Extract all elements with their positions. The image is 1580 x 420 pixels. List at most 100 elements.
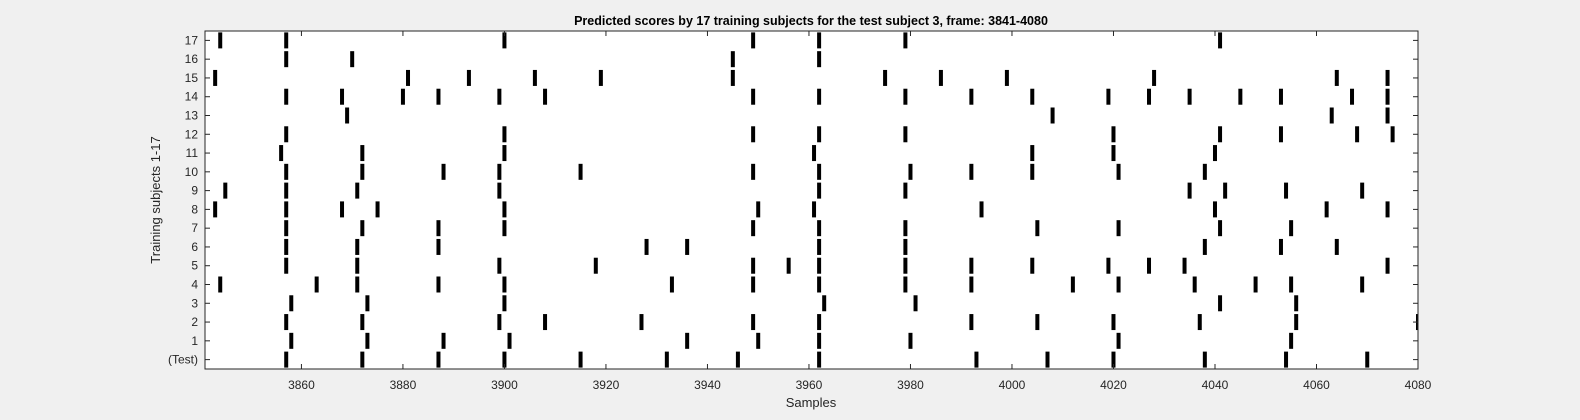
event-mark: [903, 182, 908, 199]
event-mark: [685, 238, 690, 255]
x-tick-label: 3920: [593, 378, 620, 392]
event-mark: [969, 257, 974, 274]
event-mark: [497, 257, 502, 274]
event-mark: [355, 257, 360, 274]
event-mark: [751, 257, 756, 274]
event-mark: [355, 238, 360, 255]
event-mark: [812, 201, 817, 218]
x-tick-label: 3900: [491, 378, 518, 392]
event-mark: [1218, 126, 1223, 143]
event-mark: [903, 32, 908, 49]
x-tick-label: 4060: [1303, 378, 1330, 392]
event-mark: [1360, 276, 1365, 293]
event-mark: [578, 351, 583, 368]
event-mark: [436, 276, 441, 293]
event-mark: [817, 88, 822, 105]
event-mark: [817, 126, 822, 143]
event-mark: [903, 276, 908, 293]
event-mark: [1106, 257, 1111, 274]
event-mark: [218, 32, 223, 49]
event-mark: [903, 88, 908, 105]
plot-frame: [204, 30, 1419, 370]
event-mark: [1329, 107, 1334, 124]
event-mark: [751, 276, 756, 293]
event-mark: [1278, 88, 1283, 105]
event-mark: [1212, 145, 1217, 162]
event-mark: [817, 257, 822, 274]
x-tick-label: 4000: [999, 378, 1026, 392]
event-mark: [1385, 107, 1390, 124]
event-mark: [1035, 220, 1040, 237]
event-mark: [284, 257, 289, 274]
event-mark: [979, 201, 984, 218]
event-mark: [1294, 295, 1299, 312]
event-mark: [284, 51, 289, 68]
event-mark: [817, 51, 822, 68]
y-tick-label: 8: [191, 202, 198, 216]
event-mark: [284, 220, 289, 237]
event-mark: [1035, 314, 1040, 331]
event-mark: [593, 257, 598, 274]
event-mark: [1187, 182, 1192, 199]
event-mark: [1294, 314, 1299, 331]
event-marks: [213, 32, 1418, 368]
event-mark: [340, 201, 345, 218]
event-mark: [730, 69, 735, 86]
event-mark: [360, 314, 365, 331]
event-mark: [1116, 163, 1121, 180]
event-mark: [360, 351, 365, 368]
x-tick-label: 4040: [1202, 378, 1229, 392]
event-mark: [284, 201, 289, 218]
event-mark: [1278, 238, 1283, 255]
event-mark: [1385, 69, 1390, 86]
event-mark: [284, 126, 289, 143]
event-mark: [502, 126, 507, 143]
event-mark: [289, 295, 294, 312]
y-tick-label: 5: [191, 259, 198, 273]
event-mark: [822, 295, 827, 312]
event-mark: [360, 163, 365, 180]
event-mark: [1202, 238, 1207, 255]
event-mark: [1385, 257, 1390, 274]
event-mark: [908, 163, 913, 180]
event-mark: [436, 88, 441, 105]
event-mark: [1004, 69, 1009, 86]
event-mark: [751, 126, 756, 143]
event-mark: [284, 351, 289, 368]
event-mark: [1197, 314, 1202, 331]
event-mark: [1218, 220, 1223, 237]
event-mark: [1111, 314, 1116, 331]
event-mark: [1334, 69, 1339, 86]
event-mark: [1147, 88, 1152, 105]
x-tick-label: 3960: [796, 378, 823, 392]
event-mark: [543, 88, 548, 105]
event-mark: [1212, 201, 1217, 218]
event-mark: [314, 276, 319, 293]
event-mark: [436, 220, 441, 237]
x-tick-label: 3860: [288, 378, 315, 392]
event-mark: [284, 32, 289, 49]
event-mark: [1106, 88, 1111, 105]
event-mark: [497, 182, 502, 199]
event-mark: [1223, 182, 1228, 199]
event-mark: [669, 276, 674, 293]
x-axis-label: Samples: [786, 395, 837, 410]
event-mark: [1390, 126, 1395, 143]
event-mark: [1116, 276, 1121, 293]
event-mark: [969, 276, 974, 293]
event-mark: [903, 257, 908, 274]
event-mark: [883, 69, 888, 86]
x-tick-label: 3940: [694, 378, 721, 392]
event-mark: [1202, 163, 1207, 180]
event-mark: [289, 332, 294, 349]
event-mark: [284, 182, 289, 199]
event-mark: [1360, 182, 1365, 199]
event-mark: [1187, 88, 1192, 105]
y-tick-label: 2: [191, 315, 198, 329]
y-axis-label: Training subjects 1-17: [148, 136, 163, 263]
event-mark: [507, 332, 512, 349]
event-mark: [1218, 295, 1223, 312]
event-mark: [1385, 201, 1390, 218]
y-tick-label: 3: [191, 296, 198, 310]
